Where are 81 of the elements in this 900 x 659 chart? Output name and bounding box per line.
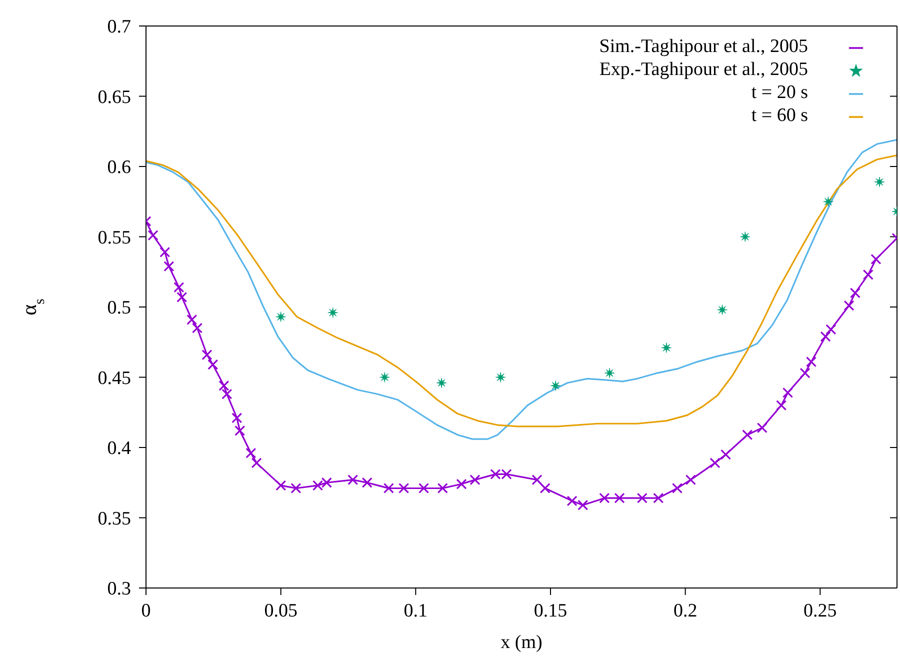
point: [740, 232, 750, 242]
point: [532, 474, 542, 486]
point: [276, 480, 286, 491]
point: [379, 372, 390, 382]
point: [436, 378, 447, 388]
point: [742, 430, 753, 440]
point: [756, 422, 768, 434]
point: [672, 482, 683, 494]
point: [218, 380, 230, 391]
x-tick-label: 0: [141, 600, 151, 622]
legend-label: Sim.-Taghipour et al., 2005: [599, 36, 808, 57]
y-tick-label: 0.35: [98, 508, 131, 530]
point: [578, 500, 588, 510]
point: [599, 492, 610, 504]
y-tick-label: 0.4: [107, 438, 132, 460]
point: [862, 269, 874, 280]
y-tick-label: 0.7: [107, 16, 131, 38]
point: [234, 425, 246, 436]
x-tick-label: 0.25: [804, 600, 837, 622]
y-tick-label: 0.65: [98, 86, 131, 108]
point: [820, 331, 831, 342]
point: [495, 372, 506, 382]
point: [800, 368, 810, 378]
point: [186, 314, 198, 325]
point: [661, 342, 672, 353]
point: [208, 359, 218, 370]
point: [636, 492, 648, 504]
point: [362, 477, 372, 488]
point: [806, 356, 817, 368]
point: [176, 292, 188, 302]
point: [328, 307, 338, 318]
point: [850, 288, 861, 298]
point: [246, 448, 256, 458]
point: [566, 496, 578, 506]
point: [720, 449, 732, 460]
point: [776, 400, 787, 411]
point: [826, 324, 836, 335]
point: [456, 478, 467, 490]
point: [276, 312, 286, 322]
point: [653, 492, 664, 504]
point: [202, 349, 212, 360]
point: [550, 380, 561, 391]
point: [348, 474, 358, 486]
point: [164, 260, 174, 272]
legend-label: t = 20 s: [751, 82, 808, 103]
point: [470, 474, 480, 486]
point: [192, 322, 203, 334]
point: [604, 368, 615, 378]
y-tick-label: 0.3: [107, 578, 131, 600]
point: [174, 282, 184, 293]
x-tick-label: 0.2: [673, 600, 698, 622]
point: [160, 246, 170, 258]
point: [685, 474, 696, 486]
x-axis-title: x (m): [500, 632, 542, 653]
point: [870, 254, 882, 265]
point: [874, 176, 885, 188]
x-tick-label: 0.05: [264, 600, 298, 622]
point: [222, 388, 232, 400]
point: [717, 304, 728, 316]
point: [148, 230, 158, 241]
y-tick-label: 0.55: [98, 227, 131, 248]
x-tick-label: 0.1: [404, 600, 428, 622]
legend-label: t = 60 s: [751, 105, 808, 126]
point: [437, 482, 448, 494]
point: [540, 482, 550, 494]
point: [710, 458, 720, 468]
point: [418, 482, 430, 494]
point: [823, 196, 834, 207]
point: [232, 412, 242, 424]
point: [383, 482, 394, 494]
point: [614, 492, 625, 504]
x-tick-label: 0.15: [534, 600, 568, 622]
y-tick-label: 0.6: [107, 157, 131, 178]
point: [844, 300, 854, 311]
y-tick-label: 0.5: [107, 298, 131, 319]
legend-label: Exp.-Taghipour et al., 2005: [599, 59, 808, 80]
y-tick-label: 0.45: [98, 368, 131, 389]
point: [398, 482, 410, 494]
point: [251, 458, 262, 468]
point: [290, 482, 302, 494]
point: [782, 387, 794, 398]
